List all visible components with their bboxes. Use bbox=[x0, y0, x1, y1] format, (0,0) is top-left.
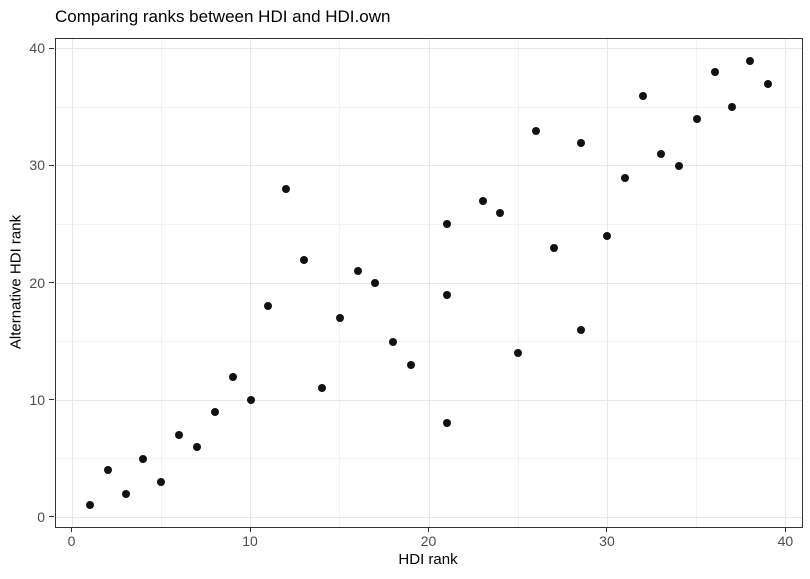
x-tick-label: 30 bbox=[599, 533, 615, 549]
y-major-gridline bbox=[56, 399, 802, 401]
data-point bbox=[228, 372, 237, 381]
data-point bbox=[549, 243, 558, 252]
data-point bbox=[121, 489, 130, 498]
y-tick-label: 30 bbox=[29, 157, 45, 174]
data-point bbox=[210, 407, 219, 416]
data-point bbox=[639, 91, 648, 100]
y-major-gridline bbox=[56, 282, 802, 284]
y-tick-label: 20 bbox=[29, 274, 45, 291]
data-point bbox=[246, 396, 255, 405]
data-point bbox=[674, 161, 683, 170]
data-point bbox=[317, 384, 326, 393]
data-point bbox=[657, 150, 665, 159]
data-point bbox=[371, 279, 380, 287]
data-point bbox=[710, 68, 719, 77]
x-tick-label: 0 bbox=[67, 533, 76, 549]
data-point bbox=[85, 501, 94, 510]
data-point bbox=[192, 442, 201, 451]
data-point bbox=[442, 290, 451, 299]
data-point bbox=[764, 80, 773, 89]
data-point bbox=[576, 138, 585, 147]
data-point bbox=[282, 185, 291, 194]
data-point bbox=[496, 208, 505, 217]
data-point bbox=[532, 126, 541, 135]
x-tick-mark bbox=[428, 527, 429, 532]
y-major-gridline bbox=[56, 48, 802, 50]
data-point bbox=[300, 255, 309, 264]
data-point bbox=[407, 360, 416, 369]
y-tick-label: 0 bbox=[37, 508, 45, 525]
x-tick-mark bbox=[784, 527, 786, 532]
y-tick-label: 40 bbox=[29, 40, 45, 57]
data-point bbox=[335, 314, 344, 323]
y-tick-mark bbox=[49, 282, 54, 283]
data-point bbox=[353, 267, 362, 276]
y-tick-mark bbox=[49, 164, 54, 166]
y-tick-mark bbox=[49, 47, 54, 49]
data-point bbox=[514, 349, 523, 358]
y-tick-label: 10 bbox=[29, 391, 45, 408]
data-point bbox=[746, 56, 755, 65]
x-axis-title: HDI rank bbox=[398, 551, 458, 568]
chart-title: Comparing ranks between HDI and HDI.own bbox=[55, 7, 391, 26]
y-major-gridline bbox=[56, 516, 802, 518]
y-tick-mark bbox=[49, 516, 54, 518]
data-point bbox=[621, 173, 630, 182]
data-point bbox=[692, 115, 701, 124]
x-tick-label: 40 bbox=[777, 533, 794, 549]
data-point bbox=[389, 337, 398, 346]
data-point bbox=[103, 466, 112, 475]
y-axis-title: Alternative HDI rank bbox=[7, 214, 25, 350]
data-point bbox=[478, 197, 487, 206]
x-tick-label: 20 bbox=[420, 533, 437, 549]
x-tick-mark bbox=[606, 527, 608, 532]
data-point bbox=[603, 232, 612, 241]
data-point bbox=[728, 103, 737, 112]
data-point bbox=[442, 419, 451, 428]
x-tick-mark bbox=[249, 527, 251, 532]
data-point bbox=[175, 431, 184, 440]
plot-panel bbox=[55, 38, 803, 528]
data-point bbox=[157, 477, 166, 486]
y-major-gridline bbox=[56, 165, 802, 167]
y-tick-mark bbox=[49, 399, 54, 401]
x-tick-label: 10 bbox=[242, 533, 258, 549]
data-point bbox=[264, 302, 273, 311]
data-point bbox=[139, 454, 148, 463]
data-point bbox=[442, 220, 451, 229]
x-tick-mark bbox=[71, 527, 73, 532]
data-point bbox=[576, 325, 585, 334]
